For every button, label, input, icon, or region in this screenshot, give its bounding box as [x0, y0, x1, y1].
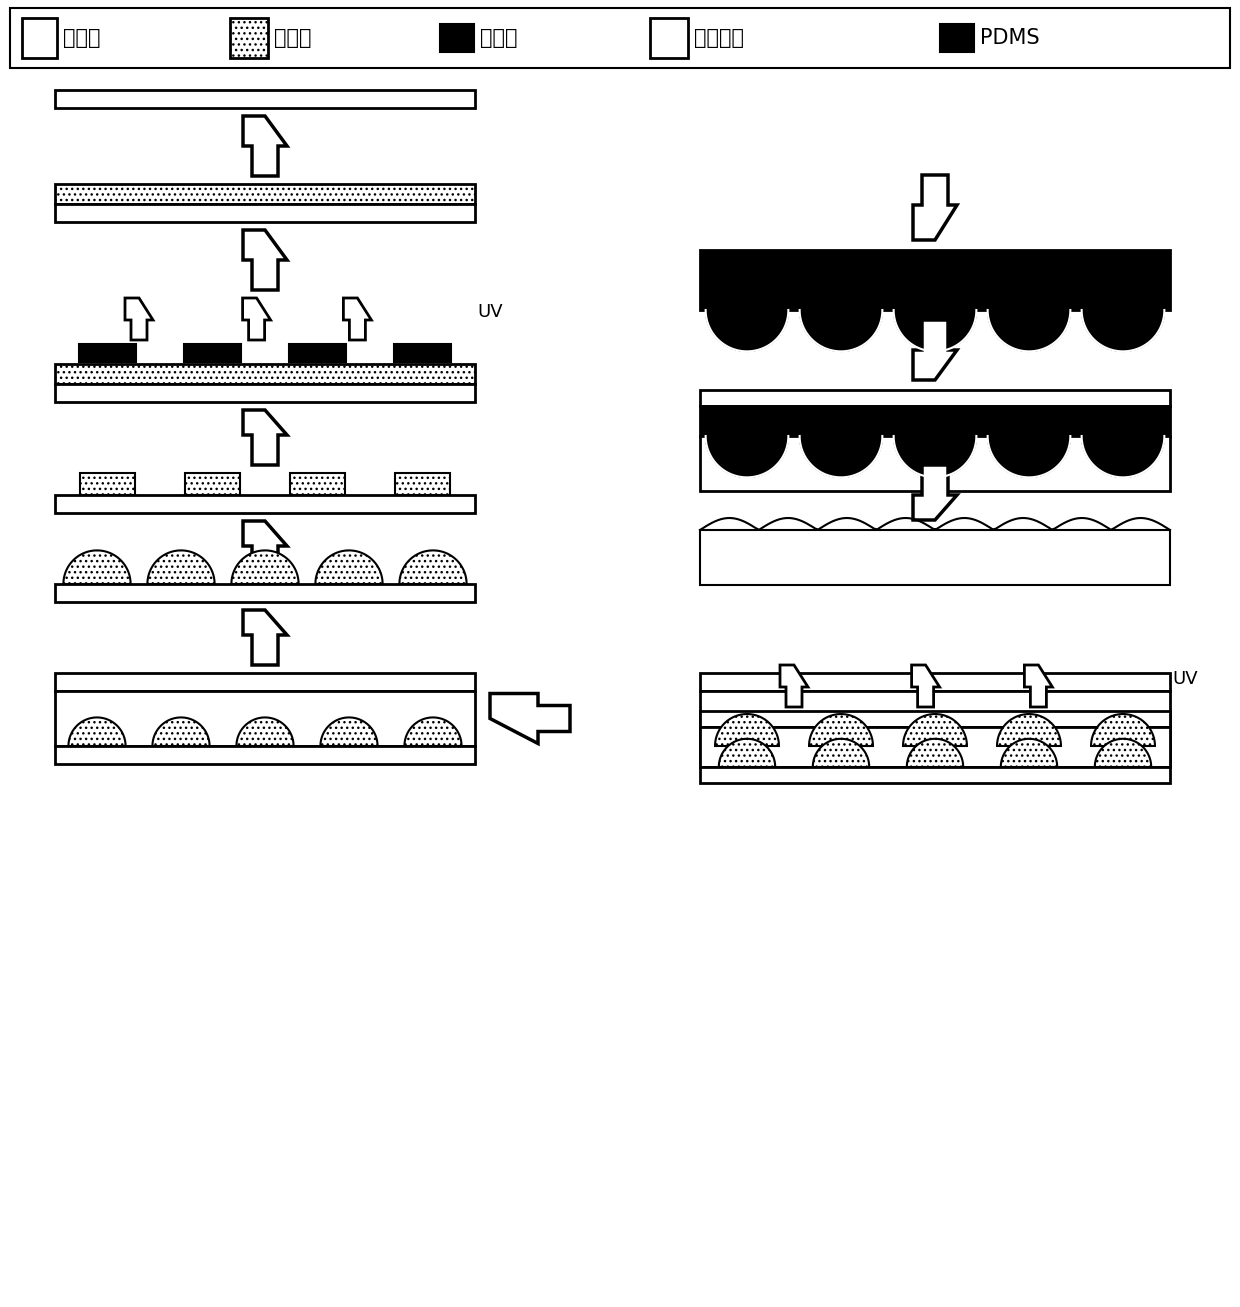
Polygon shape [913, 465, 957, 520]
Bar [78, 344, 136, 362]
Polygon shape [706, 437, 789, 477]
Bar [701, 250, 1171, 310]
Polygon shape [987, 437, 1070, 477]
Bar [701, 767, 1171, 783]
Bar [55, 584, 475, 603]
Bar [701, 746, 1171, 765]
Text: 玻璃板: 玻璃板 [63, 27, 100, 48]
Polygon shape [343, 298, 372, 340]
Bar [701, 673, 1171, 691]
Bar [701, 727, 1171, 767]
Polygon shape [243, 410, 286, 465]
Bar [393, 344, 451, 362]
Bar [55, 384, 475, 403]
Bar [440, 24, 474, 52]
Text: 环氧树脂: 环氧树脂 [694, 27, 744, 48]
Polygon shape [243, 298, 270, 340]
Bar [184, 344, 242, 362]
Bar [289, 344, 346, 362]
Polygon shape [913, 175, 957, 240]
Bar [55, 90, 475, 108]
Bar [229, 18, 268, 58]
Bar [55, 495, 475, 514]
Polygon shape [399, 550, 466, 584]
Polygon shape [1081, 310, 1164, 352]
Bar [55, 746, 475, 765]
Polygon shape [780, 665, 808, 707]
Bar [290, 473, 345, 495]
Text: PDMS: PDMS [980, 27, 1039, 48]
Polygon shape [320, 718, 377, 746]
Polygon shape [125, 298, 153, 340]
Polygon shape [719, 738, 775, 767]
Polygon shape [232, 550, 299, 584]
Polygon shape [800, 310, 883, 352]
Polygon shape [987, 310, 1070, 352]
Bar [55, 184, 475, 204]
Bar [81, 473, 135, 495]
Bar [22, 18, 57, 58]
Polygon shape [243, 521, 286, 576]
Polygon shape [153, 718, 210, 746]
Polygon shape [715, 714, 779, 746]
Polygon shape [1091, 714, 1154, 746]
Bar [701, 711, 1171, 727]
Polygon shape [997, 714, 1061, 746]
Bar [701, 531, 1171, 586]
Polygon shape [243, 116, 286, 176]
Polygon shape [243, 610, 286, 665]
Bar [701, 406, 1171, 437]
Polygon shape [404, 718, 461, 746]
Bar [10, 8, 1230, 68]
Bar [55, 365, 475, 384]
Bar [55, 691, 475, 746]
Bar [185, 473, 239, 495]
Polygon shape [812, 738, 869, 767]
Text: UV: UV [477, 303, 502, 322]
Polygon shape [1001, 738, 1058, 767]
Bar [940, 24, 973, 52]
Polygon shape [1081, 437, 1164, 477]
Polygon shape [906, 738, 963, 767]
Bar [650, 18, 688, 58]
Polygon shape [800, 437, 883, 477]
Polygon shape [1024, 665, 1053, 707]
Polygon shape [237, 718, 294, 746]
Polygon shape [490, 694, 570, 744]
Text: UV: UV [1172, 670, 1198, 687]
Text: 光刻胶: 光刻胶 [274, 27, 311, 48]
Polygon shape [68, 718, 125, 746]
Polygon shape [706, 310, 789, 352]
Text: 掩模板: 掩模板 [480, 27, 517, 48]
Polygon shape [911, 665, 940, 707]
Bar [55, 204, 475, 222]
Polygon shape [315, 550, 383, 584]
Polygon shape [894, 310, 976, 352]
Bar [396, 473, 450, 495]
Polygon shape [894, 437, 976, 477]
Bar [701, 437, 1171, 491]
Bar [701, 691, 1171, 746]
Polygon shape [913, 320, 957, 380]
Polygon shape [1095, 738, 1151, 767]
Bar [55, 673, 475, 691]
Polygon shape [148, 550, 215, 584]
Polygon shape [808, 714, 873, 746]
Polygon shape [63, 550, 130, 584]
Polygon shape [243, 230, 286, 290]
Polygon shape [903, 714, 967, 746]
Bar [701, 389, 1171, 406]
